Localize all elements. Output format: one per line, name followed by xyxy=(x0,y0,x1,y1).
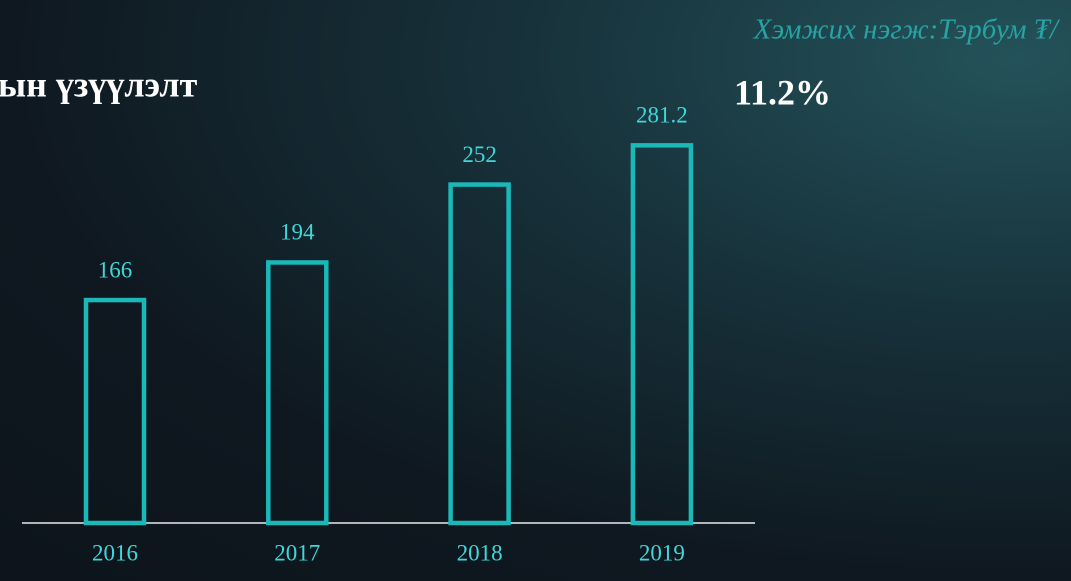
x-tick-label: 2017 xyxy=(274,540,320,565)
x-tick-label: 2016 xyxy=(92,540,138,565)
growth-annotation: 11.2% xyxy=(734,72,831,112)
chart-title: ын үзүүлэлт xyxy=(0,64,198,104)
data-label: 252 xyxy=(462,142,497,167)
bar xyxy=(83,297,147,526)
bar xyxy=(448,182,511,526)
bar xyxy=(266,260,329,526)
unit-note: Хэмжих нэгж:Тэрбум ₮/ xyxy=(753,14,1061,46)
x-tick-label: 2018 xyxy=(457,540,503,565)
bar xyxy=(630,143,694,526)
data-label: 194 xyxy=(280,220,315,245)
data-label: 166 xyxy=(98,257,133,282)
x-tick-label: 2019 xyxy=(639,540,685,565)
data-label: 281.2 xyxy=(636,103,688,128)
